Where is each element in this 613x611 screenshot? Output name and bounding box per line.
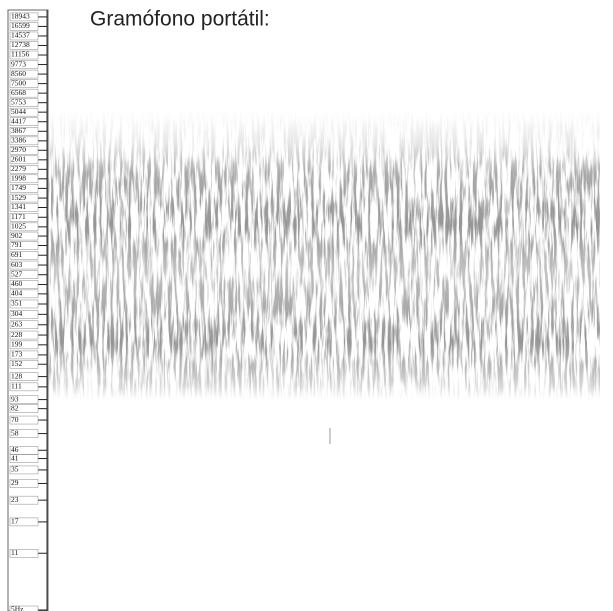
- y-tick-label: 263: [11, 319, 23, 328]
- y-tick-label: 41: [11, 453, 19, 462]
- y-tick-label: 527: [11, 269, 23, 278]
- y-tick-label: 1341: [11, 202, 26, 211]
- y-tick-label: 111: [11, 382, 22, 391]
- y-tick-label: 3386: [11, 136, 26, 145]
- y-tick-label: 1171: [11, 212, 26, 221]
- y-tick-label: 1998: [11, 174, 26, 183]
- y-tick-label: 1025: [11, 222, 26, 231]
- y-tick-label: 228: [11, 330, 23, 339]
- y-tick-label: 16599: [11, 21, 30, 30]
- y-tick-label: 5753: [11, 97, 26, 106]
- y-tick-label: 2601: [11, 155, 26, 164]
- y-tick-label: 70: [11, 415, 19, 424]
- y-tick-label: 11156: [11, 50, 29, 59]
- y-tick-label: 2279: [11, 164, 26, 173]
- y-tick-label: 12738: [11, 40, 30, 49]
- y-tick-label: 3867: [11, 126, 26, 135]
- y-tick-label: 152: [11, 359, 23, 368]
- y-tick-label: 902: [11, 231, 23, 240]
- y-tick-label: 173: [11, 350, 23, 359]
- y-tick-label: 35: [11, 465, 19, 474]
- y-tick-label: 199: [11, 340, 23, 349]
- y-tick-label: 6568: [11, 88, 26, 97]
- y-tick-label: 7500: [11, 78, 26, 87]
- y-tick-label: 18943: [11, 12, 30, 21]
- y-tick-label: 404: [11, 289, 23, 298]
- y-tick-label: 2970: [11, 145, 26, 154]
- y-tick-label: 1749: [11, 183, 26, 192]
- y-tick-label: 14537: [11, 31, 30, 40]
- y-tick-label: 93: [11, 394, 19, 403]
- spectrogram: [48, 110, 600, 400]
- page: {"chart_data": {"type": "spectrogram", "…: [0, 0, 613, 611]
- chart-title: Gramófono portátil:: [90, 8, 270, 31]
- y-tick-label: 82: [11, 403, 19, 412]
- y-tick-label: 603: [11, 260, 23, 269]
- y-tick-label: 304: [11, 309, 23, 318]
- y-tick-label: 9773: [11, 59, 26, 68]
- y-tick-label: 17: [11, 517, 19, 526]
- y-tick-label: 23: [11, 495, 19, 504]
- y-tick-label: 791: [11, 240, 23, 249]
- y-tick-label: 5044: [11, 107, 26, 116]
- y-tick-label: 8560: [11, 69, 26, 78]
- y-tick-label: 11: [11, 548, 18, 557]
- y-tick-label: 691: [11, 250, 23, 259]
- y-tick-label: 4417: [11, 116, 26, 125]
- chart: Gramófono portátil: 18943165991453712738…: [0, 0, 613, 611]
- y-tick-label: 1529: [11, 193, 26, 202]
- y-tick-label: 5Hz: [11, 605, 24, 611]
- y-tick-label: 128: [11, 371, 23, 380]
- y-tick-label: 29: [11, 478, 19, 487]
- y-tick-label: 460: [11, 279, 23, 288]
- y-tick-label: 351: [11, 299, 23, 308]
- y-tick-label: 58: [11, 428, 19, 437]
